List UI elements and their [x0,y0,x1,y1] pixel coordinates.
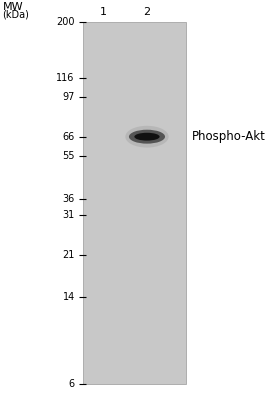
Text: 1: 1 [100,7,107,17]
Text: 21: 21 [62,250,75,260]
Text: 31: 31 [63,210,75,220]
Text: 55: 55 [62,150,75,160]
Text: 2: 2 [143,7,150,17]
Text: 97: 97 [62,92,75,102]
Text: 116: 116 [57,74,75,84]
Text: 200: 200 [56,17,75,27]
Text: 36: 36 [63,194,75,204]
Text: 6: 6 [69,379,75,389]
Bar [83,22,186,384]
Text: MW: MW [2,2,23,12]
Ellipse shape [129,130,165,144]
Text: Phospho-Akt: Phospho-Akt [192,130,266,143]
Text: 14: 14 [63,292,75,302]
Ellipse shape [134,133,160,140]
Ellipse shape [125,126,169,148]
Text: (kDa): (kDa) [2,10,29,20]
Text: 66: 66 [63,132,75,142]
